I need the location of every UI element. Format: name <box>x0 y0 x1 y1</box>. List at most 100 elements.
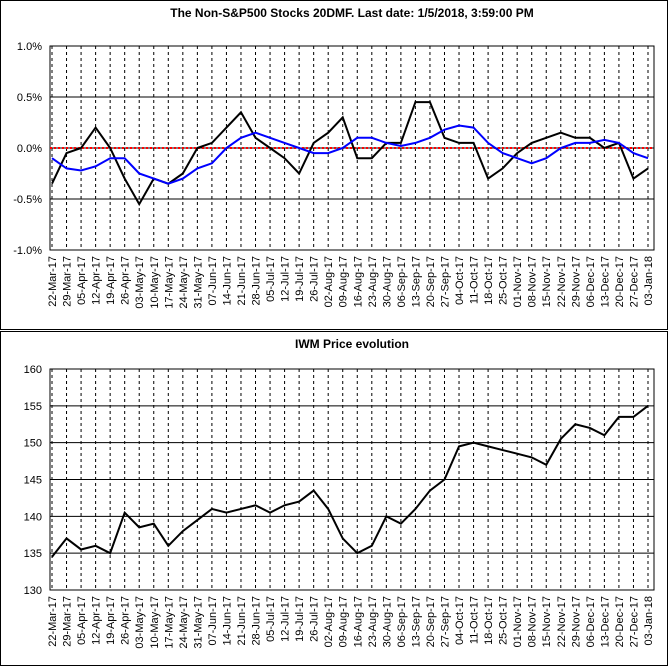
y-tick-label: -0.5% <box>13 194 42 206</box>
x-tick-label: 18-Oct-17 <box>483 596 495 645</box>
data-line <box>51 405 649 558</box>
x-tick-label: 20-Dec-17 <box>614 256 626 307</box>
x-tick-label: 27-Dec-17 <box>628 256 640 307</box>
x-tick-label: 27-Sep-17 <box>439 596 451 647</box>
x-tick-label: 13-Sep-17 <box>410 596 422 647</box>
x-tick-label: 14-Jun-17 <box>221 256 233 306</box>
x-tick-label: 07-Jun-17 <box>207 256 219 306</box>
x-tick-label: 31-May-17 <box>192 596 204 649</box>
x-tick-label: 17-May-17 <box>163 256 175 309</box>
x-tick-label: 11-Oct-17 <box>469 256 481 304</box>
x-tick-label: 18-Oct-17 <box>483 256 495 305</box>
x-tick-label: 03-Jan-18 <box>643 596 655 646</box>
x-tick-label: 29-Mar-17 <box>62 256 74 307</box>
x-tick-label: 16-Aug-17 <box>352 256 364 307</box>
y-tick-label: 160 <box>24 364 42 376</box>
x-tick-label: 22-Mar-17 <box>47 256 59 307</box>
y-tick-label: 135 <box>24 548 42 560</box>
x-tick-label: 11-Oct-17 <box>469 596 481 644</box>
x-tick-label: 01-Nov-17 <box>512 596 524 647</box>
y-tick-label: 155 <box>24 401 42 413</box>
x-tick-label: 29-Nov-17 <box>570 256 582 307</box>
x-tick-label: 05-Jul-17 <box>265 256 277 302</box>
y-tick-label: 1.0% <box>17 41 42 53</box>
x-tick-label: 05-Jul-17 <box>265 596 277 642</box>
x-tick-label: 02-Aug-17 <box>323 596 335 647</box>
y-tick-label: 145 <box>24 475 42 487</box>
x-tick-label: 06-Sep-17 <box>396 596 408 647</box>
x-tick-label: 31-May-17 <box>192 256 204 309</box>
x-tick-label: 27-Sep-17 <box>439 256 451 307</box>
x-tick-label: 19-Apr-17 <box>105 256 117 305</box>
x-tick-label: 14-Jun-17 <box>221 596 233 646</box>
x-tick-label: 30-Aug-17 <box>381 596 393 647</box>
x-tick-label: 09-Aug-17 <box>338 596 350 647</box>
x-tick-label: 20-Sep-17 <box>425 596 437 647</box>
x-tick-label: 16-Aug-17 <box>352 596 364 647</box>
x-tick-label: 12-Apr-17 <box>91 596 103 645</box>
x-tick-label: 25-Oct-17 <box>498 256 510 305</box>
x-tick-label: 01-Nov-17 <box>512 256 524 307</box>
y-tick-label: -1.0% <box>13 245 42 257</box>
x-tick-label: 27-Dec-17 <box>628 596 640 647</box>
x-tick-label: 07-Jun-17 <box>207 596 219 646</box>
x-tick-label: 26-Jul-17 <box>309 256 321 302</box>
x-tick-label: 22-Nov-17 <box>556 256 568 307</box>
x-tick-label: 06-Dec-17 <box>585 256 597 307</box>
x-tick-label: 21-Jun-17 <box>236 256 248 306</box>
x-tick-label: 29-Nov-17 <box>570 596 582 647</box>
x-tick-label: 28-Jun-17 <box>251 596 263 646</box>
x-tick-label: 20-Sep-17 <box>425 256 437 307</box>
x-tick-label: 06-Dec-17 <box>585 596 597 647</box>
x-tick-label: 26-Apr-17 <box>120 596 132 645</box>
chart-title: IWM Price evolution <box>295 337 409 351</box>
x-tick-label: 23-Aug-17 <box>367 256 379 307</box>
x-tick-label: 10-May-17 <box>149 596 161 649</box>
x-tick-label: 17-May-17 <box>163 596 175 649</box>
x-tick-label: 24-May-17 <box>178 596 190 649</box>
x-tick-label: 24-May-17 <box>178 256 190 309</box>
x-tick-label: 13-Dec-17 <box>599 596 611 647</box>
x-tick-label: 20-Dec-17 <box>614 596 626 647</box>
x-tick-label: 08-Nov-17 <box>527 596 539 647</box>
x-tick-label: 26-Jul-17 <box>309 596 321 642</box>
x-tick-label: 22-Mar-17 <box>47 596 59 647</box>
x-tick-label: 23-Aug-17 <box>367 596 379 647</box>
x-tick-label: 03-May-17 <box>134 256 146 309</box>
x-tick-label: 19-Jul-17 <box>294 596 306 642</box>
x-tick-label: 13-Sep-17 <box>410 256 422 307</box>
x-tick-label: 03-May-17 <box>134 596 146 649</box>
x-tick-label: 25-Oct-17 <box>498 596 510 645</box>
x-tick-label: 12-Apr-17 <box>91 256 103 305</box>
y-tick-label: 140 <box>24 511 42 523</box>
x-tick-label: 13-Dec-17 <box>599 256 611 307</box>
x-tick-label: 21-Jun-17 <box>236 596 248 646</box>
x-tick-label: 03-Jan-18 <box>643 256 655 306</box>
x-tick-label: 26-Apr-17 <box>120 256 132 305</box>
x-tick-label: 22-Nov-17 <box>556 596 568 647</box>
y-tick-label: 0.5% <box>17 92 42 104</box>
x-tick-label: 19-Jul-17 <box>294 256 306 302</box>
x-tick-label: 06-Sep-17 <box>396 256 408 307</box>
x-tick-label: 15-Nov-17 <box>541 596 553 647</box>
x-tick-label: 12-Jul-17 <box>280 256 292 302</box>
x-tick-label: 02-Aug-17 <box>323 256 335 307</box>
y-tick-label: 0.0% <box>17 143 42 155</box>
chart-title: The Non-S&P500 Stocks 20DMF. Last date: … <box>170 6 533 20</box>
x-tick-label: 05-Apr-17 <box>76 596 88 645</box>
x-tick-label: 10-May-17 <box>149 256 161 309</box>
y-tick-label: 130 <box>24 585 42 597</box>
x-tick-label: 08-Nov-17 <box>527 256 539 307</box>
x-tick-label: 30-Aug-17 <box>381 256 393 307</box>
x-tick-label: 28-Jun-17 <box>251 256 263 306</box>
x-tick-label: 29-Mar-17 <box>62 596 74 647</box>
x-tick-label: 19-Apr-17 <box>105 596 117 645</box>
data-line <box>51 124 649 185</box>
x-tick-label: 15-Nov-17 <box>541 256 553 307</box>
x-tick-label: 12-Jul-17 <box>280 596 292 642</box>
x-tick-label: 09-Aug-17 <box>338 256 350 307</box>
x-tick-label: 04-Oct-17 <box>454 256 466 305</box>
y-tick-label: 150 <box>24 438 42 450</box>
x-tick-label: 04-Oct-17 <box>454 596 466 645</box>
